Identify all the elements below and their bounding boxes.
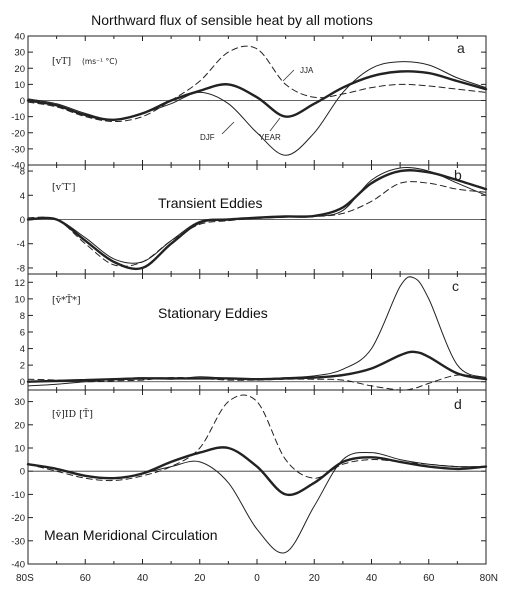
figure-title: Northward flux of sensible heat by all m…	[91, 12, 373, 28]
x-tick-label: 60	[80, 573, 92, 584]
series-line-dashed	[27, 181, 487, 267]
panel-c-overlay: Stationary Eddies	[158, 305, 268, 321]
y-tick-label: 10	[14, 80, 25, 91]
series-line-dashed	[27, 374, 487, 391]
panel-a-series	[26, 45, 488, 156]
x-axis: 80S 60 40 20 0 20 40 60 80N	[16, 573, 498, 584]
y-tick-label: 30	[14, 48, 25, 59]
panel-a-units: (ms⁻¹ °C)	[82, 57, 117, 66]
y-tick-label: 20	[14, 64, 25, 75]
x-tick-label: 40	[137, 573, 149, 584]
y-tick-label: -4	[17, 239, 25, 250]
y-tick-label: 2	[20, 361, 25, 372]
series-line-thick	[26, 169, 488, 271]
leader-djf	[221, 121, 235, 135]
panel-c-frame	[27, 273, 487, 391]
x-tick-label: 80N	[480, 573, 498, 584]
series-line-djf	[27, 61, 487, 156]
panel-a-y-axis: 40 30 20 10 0 -10 -20 -30 -40	[11, 32, 487, 172]
y-tick-label: 8	[20, 311, 25, 322]
panel-a-letter: a	[457, 40, 465, 56]
panel-c-label: [v̄*T̄*]	[52, 294, 81, 306]
y-tick-label: -30	[11, 536, 25, 547]
x-tick-label: 40	[366, 573, 378, 584]
panel-b-y-axis: 8 4 0 -4 -8	[17, 165, 487, 274]
panel-c-letter: c	[452, 278, 459, 294]
panel-c: 12 10 8 6 4 2 0 c [v̄*T̄*] Stationary Eddies	[14, 273, 488, 391]
leader-year	[269, 117, 281, 132]
panel-d-overlay: Mean Meridional Circulation	[44, 527, 218, 543]
y-tick-label: -10	[11, 112, 25, 123]
y-tick-label: 10	[14, 444, 25, 455]
y-tick-label: 8	[20, 167, 25, 178]
y-tick-label: 0	[20, 377, 25, 388]
panel-c-series	[26, 276, 488, 391]
panel-a-label: [vT]	[52, 56, 71, 67]
y-tick-label: 0	[20, 467, 25, 478]
y-tick-label: 20	[14, 420, 25, 431]
y-tick-label: -10	[11, 490, 25, 501]
y-tick-label: -30	[11, 144, 25, 155]
y-tick-label: 0	[20, 215, 25, 226]
panel-d: 30 20 10 0 -10 -20 -30 -40 d [v̄]ID [T̄] Mean M…	[11, 389, 488, 571]
annotation-jja: JJA	[300, 66, 314, 75]
y-tick-label: 0	[20, 96, 25, 107]
y-tick-label: 12	[14, 278, 25, 289]
y-tick-label: -40	[11, 560, 25, 571]
panel-d-letter: d	[454, 396, 462, 412]
panel-b-label: [v′T′]	[52, 182, 75, 193]
y-tick-label: 30	[14, 397, 25, 408]
panel-d-label: [v̄]ID [T̄]	[52, 408, 93, 420]
y-tick-label: 6	[20, 328, 25, 339]
y-tick-label: 10	[14, 294, 25, 305]
x-tick-label: 60	[423, 573, 435, 584]
panel-d-series	[26, 394, 488, 554]
panel-c-y-axis: 12 10 8 6 4 2 0	[14, 274, 487, 390]
y-tick-label: -8	[17, 263, 25, 274]
annotation-year: YEAR	[259, 133, 281, 142]
panel-b-letter: b	[454, 167, 462, 183]
series-line-thin	[27, 276, 487, 387]
panel-b-series	[26, 166, 488, 271]
series-line-thick	[26, 350, 488, 383]
panel-b-overlay: Transient Eddies	[158, 195, 263, 211]
series-line-dashed	[27, 394, 487, 482]
x-tick-label: 0	[254, 573, 260, 584]
x-tick-label: 80S	[16, 573, 34, 584]
series-line-year	[26, 70, 488, 122]
panel-d-y-axis: 30 20 10 0 -10 -20 -30 -40	[11, 390, 487, 571]
y-tick-label: 4	[20, 191, 25, 202]
panel-a: 40 30 20 10 0 -10 -20 -30 -40 a [vT] (ms⁻¹ °C) J…	[11, 32, 488, 172]
y-tick-label: -20	[11, 513, 25, 524]
series-line-thick	[26, 446, 488, 497]
y-tick-label: 4	[20, 344, 25, 355]
leader-jja	[282, 69, 295, 82]
y-tick-label: -20	[11, 128, 25, 139]
x-tick-label: 20	[309, 573, 321, 584]
x-tick-label: 20	[194, 573, 206, 584]
annotation-djf: DJF	[200, 133, 215, 142]
y-tick-label: 40	[14, 32, 25, 43]
y-tick-label: -40	[11, 161, 25, 172]
panel-b: 8 4 0 -4 -8 b [v′T′] Transient Eddies	[17, 164, 488, 275]
series-line-jja	[27, 45, 487, 122]
